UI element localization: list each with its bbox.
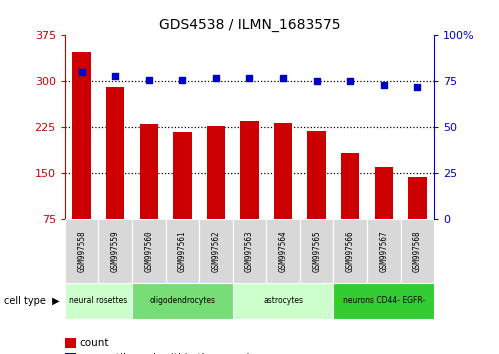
Bar: [307, 131, 326, 219]
Bar: [401, 219, 434, 283]
Bar: [65, 219, 98, 283]
Bar: [106, 87, 124, 219]
Text: astrocytes: astrocytes: [263, 296, 303, 306]
Bar: [98, 219, 132, 283]
Bar: [207, 126, 225, 219]
Bar: [199, 219, 233, 283]
Bar: [173, 132, 192, 219]
Bar: [140, 124, 158, 219]
Bar: [375, 167, 393, 219]
Bar: [333, 283, 434, 319]
Bar: [367, 219, 401, 283]
Text: GSM997568: GSM997568: [413, 230, 422, 272]
Title: GDS4538 / ILMN_1683575: GDS4538 / ILMN_1683575: [159, 18, 340, 32]
Text: GSM997561: GSM997561: [178, 230, 187, 272]
Text: cell type  ▶: cell type ▶: [4, 296, 60, 306]
Point: [246, 75, 253, 81]
Text: GSM997560: GSM997560: [144, 230, 153, 272]
Point: [78, 69, 86, 75]
Text: GSM997558: GSM997558: [77, 230, 86, 272]
Bar: [65, 283, 132, 319]
Point: [145, 77, 153, 82]
Bar: [333, 219, 367, 283]
Text: GSM997562: GSM997562: [212, 230, 221, 272]
Text: percentile rank within the sample: percentile rank within the sample: [80, 353, 255, 354]
Bar: [132, 283, 233, 319]
Text: oligodendrocytes: oligodendrocytes: [149, 296, 216, 306]
Text: GSM997567: GSM997567: [379, 230, 388, 272]
Point: [313, 79, 321, 84]
Point: [380, 82, 388, 88]
Bar: [408, 177, 427, 219]
Bar: [72, 52, 91, 219]
Text: GSM997564: GSM997564: [278, 230, 287, 272]
Text: neurons CD44- EGFR-: neurons CD44- EGFR-: [343, 296, 425, 306]
Text: count: count: [80, 338, 109, 348]
Point: [413, 84, 421, 90]
Bar: [132, 219, 166, 283]
Text: GSM997565: GSM997565: [312, 230, 321, 272]
Text: GSM997566: GSM997566: [346, 230, 355, 272]
Bar: [300, 219, 333, 283]
Text: GSM997563: GSM997563: [245, 230, 254, 272]
Point: [178, 77, 186, 82]
Point: [212, 75, 220, 81]
Text: neural rosettes: neural rosettes: [69, 296, 128, 306]
Bar: [240, 121, 258, 219]
Point: [111, 73, 119, 79]
Bar: [274, 122, 292, 219]
Bar: [233, 219, 266, 283]
Point: [279, 75, 287, 81]
Point: [346, 79, 354, 84]
Bar: [266, 219, 300, 283]
Bar: [341, 153, 359, 219]
Bar: [166, 219, 199, 283]
Bar: [233, 283, 333, 319]
Text: GSM997559: GSM997559: [111, 230, 120, 272]
